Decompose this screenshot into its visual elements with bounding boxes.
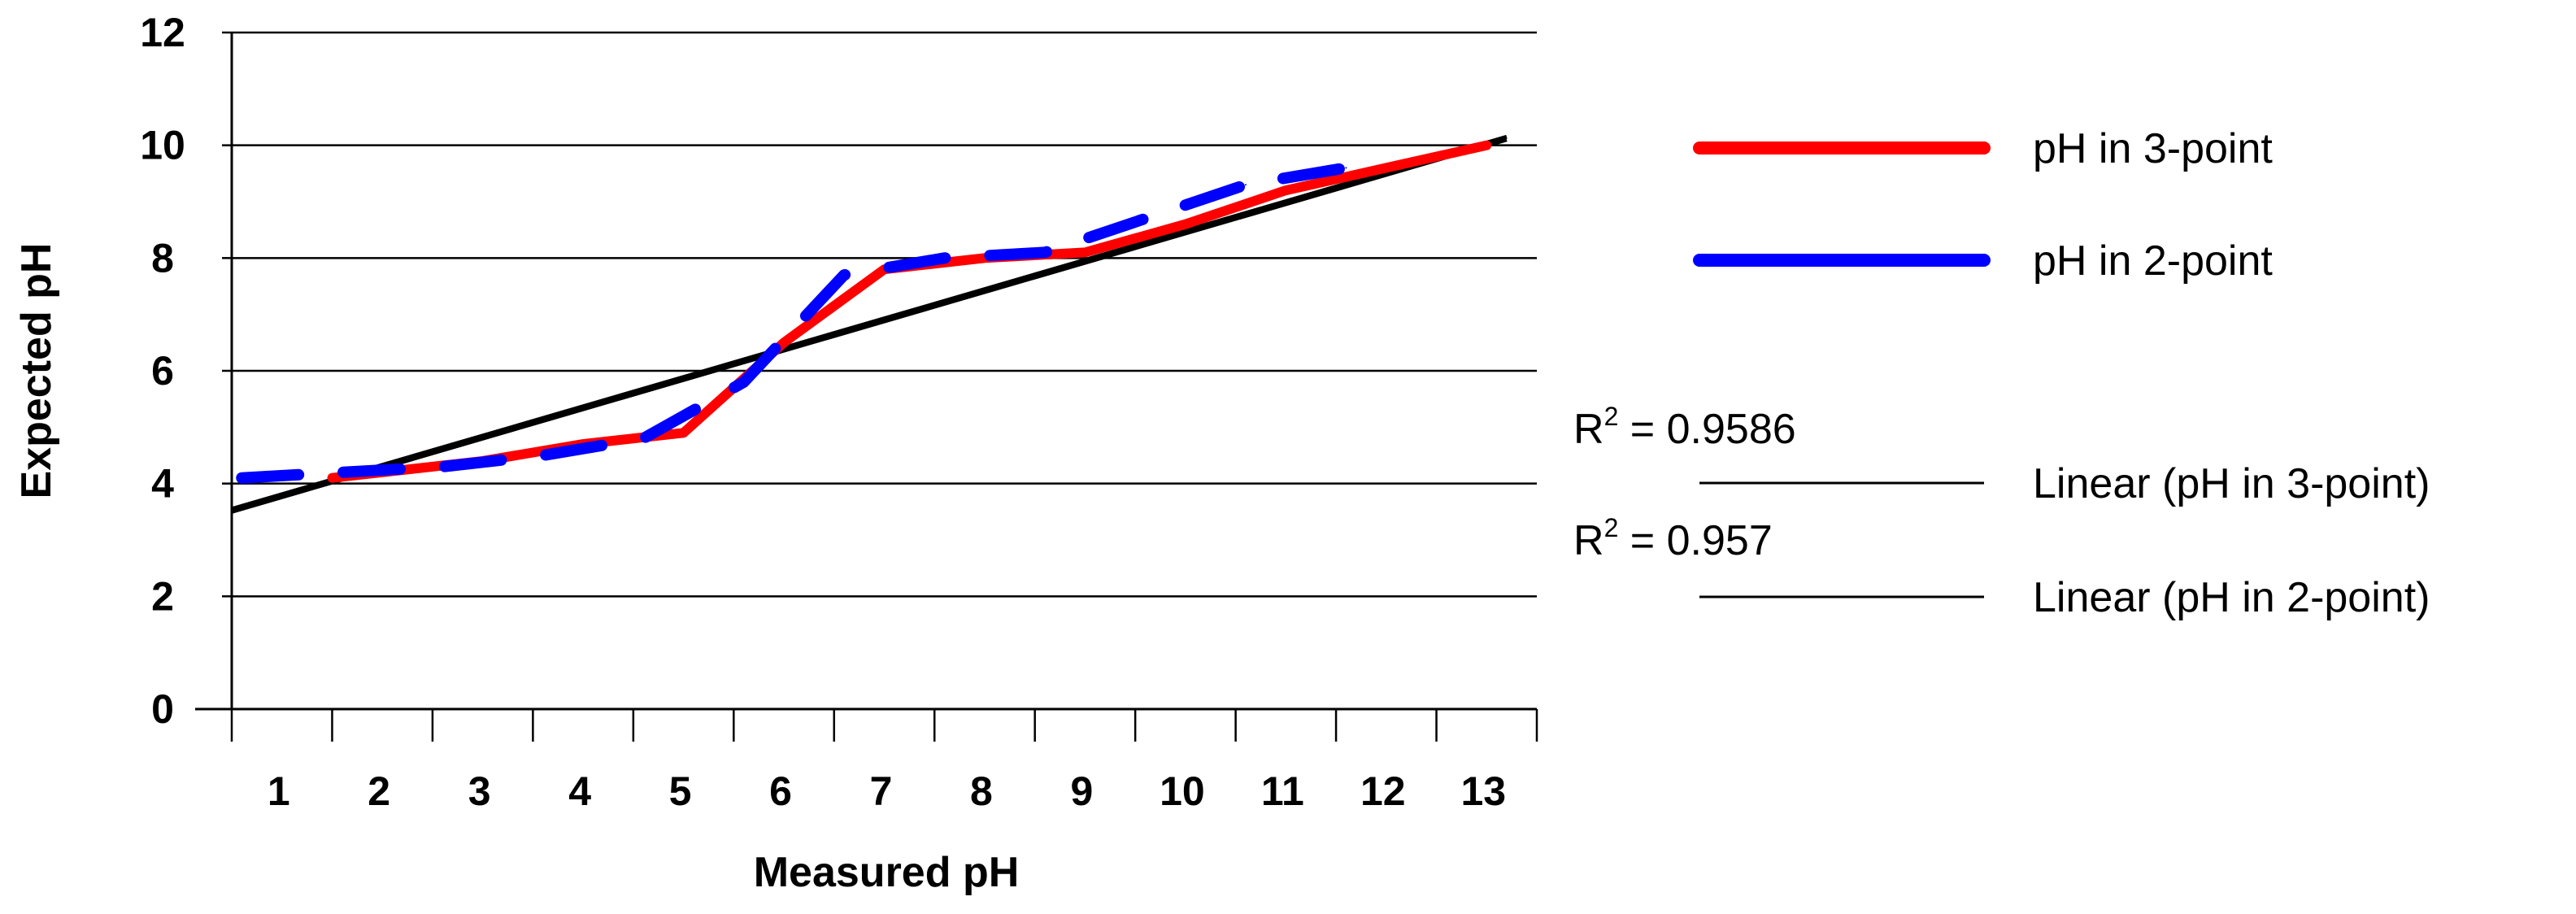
- x-tick-label-7: 7: [870, 768, 893, 814]
- data-point-2point-7: [943, 257, 946, 259]
- x-tick-label-12: 12: [1360, 768, 1406, 814]
- series-line-2point: [236, 162, 1352, 484]
- data-point-3point-5: [783, 342, 785, 344]
- data-point-3point-4: [682, 432, 685, 434]
- x-tick-label-1: 1: [268, 768, 290, 814]
- x-tick-label-6: 6: [769, 768, 792, 814]
- legend-label-linear-2point: Linear (pH in 2-point): [2033, 574, 2430, 621]
- x-tick-label-8: 8: [970, 768, 993, 814]
- x-tick-label-11: 11: [1261, 768, 1304, 814]
- y-tick-label-10: 10: [140, 123, 185, 168]
- data-point-2point-9: [1144, 217, 1147, 220]
- y-tick-label-12: 12: [140, 10, 185, 55]
- series-layer: [236, 140, 1492, 484]
- data-point-2point-4: [642, 437, 645, 440]
- r2-sup-3point: 2: [1604, 402, 1619, 431]
- y-axis-title: Expected pH: [13, 243, 60, 499]
- x-tick-label-4: 4: [568, 768, 591, 814]
- x-tick-label-2: 2: [368, 768, 390, 814]
- r2-prefix-3point: R: [1573, 406, 1604, 453]
- grid-layer: [232, 31, 1537, 598]
- data-point-3point-11: [1385, 167, 1387, 169]
- legend: pH in 3-point pH in 2-point R2 = 0.9586 …: [1573, 125, 2430, 621]
- y-tick-label-6: 6: [151, 348, 174, 394]
- data-point-2point-8: [1044, 251, 1046, 254]
- data-point-2point-3: [542, 455, 544, 456]
- legend-label-2point: pH in 2-point: [2033, 237, 2273, 285]
- r2-sup-2point: 2: [1604, 513, 1619, 542]
- legend-label-3point: pH in 3-point: [2033, 125, 2273, 172]
- x-tick-label-13: 13: [1460, 768, 1506, 814]
- trendline-2point: [231, 137, 1508, 514]
- x-tick-label-5: 5: [669, 768, 692, 814]
- data-point-2point-5: [742, 381, 745, 383]
- r2-label-2point: R2 = 0.957: [1573, 513, 1773, 564]
- data-point-3point-10: [1285, 189, 1287, 192]
- y-tick-label-8: 8: [151, 235, 174, 281]
- r2-label-3point: R2 = 0.9586: [1573, 402, 1796, 453]
- y-tick-label-0: 0: [151, 686, 174, 732]
- x-tick-label-3: 3: [468, 768, 491, 814]
- data-point-3point-8: [1084, 251, 1086, 254]
- data-point-3point-9: [1184, 223, 1186, 225]
- data-point-3point-12: [1486, 144, 1488, 146]
- trendline-3point: [231, 134, 1508, 511]
- y-tick-label-4: 4: [151, 461, 174, 507]
- data-point-2point-11: [1345, 167, 1347, 169]
- x-tick-label-9: 9: [1071, 768, 1094, 814]
- trend-layer: [231, 134, 1508, 514]
- r2-value-2point: = 0.957: [1618, 517, 1772, 564]
- data-point-2point-1: [341, 471, 343, 473]
- x-axis-title: Measured pH: [754, 849, 1020, 896]
- r2-value-3point: = 0.9586: [1618, 406, 1795, 453]
- data-point-2point-2: [442, 465, 444, 468]
- data-point-3point-0: [331, 477, 333, 479]
- data-point-2point-0: [241, 477, 243, 479]
- r2-prefix-2point: R: [1573, 517, 1604, 564]
- data-point-2point-6: [843, 274, 846, 276]
- data-point-2point-10: [1244, 184, 1247, 186]
- legend-label-linear-3point: Linear (pH in 3-point): [2033, 460, 2430, 507]
- x-tick-label-10: 10: [1160, 768, 1205, 814]
- y-tick-label-2: 2: [151, 573, 174, 619]
